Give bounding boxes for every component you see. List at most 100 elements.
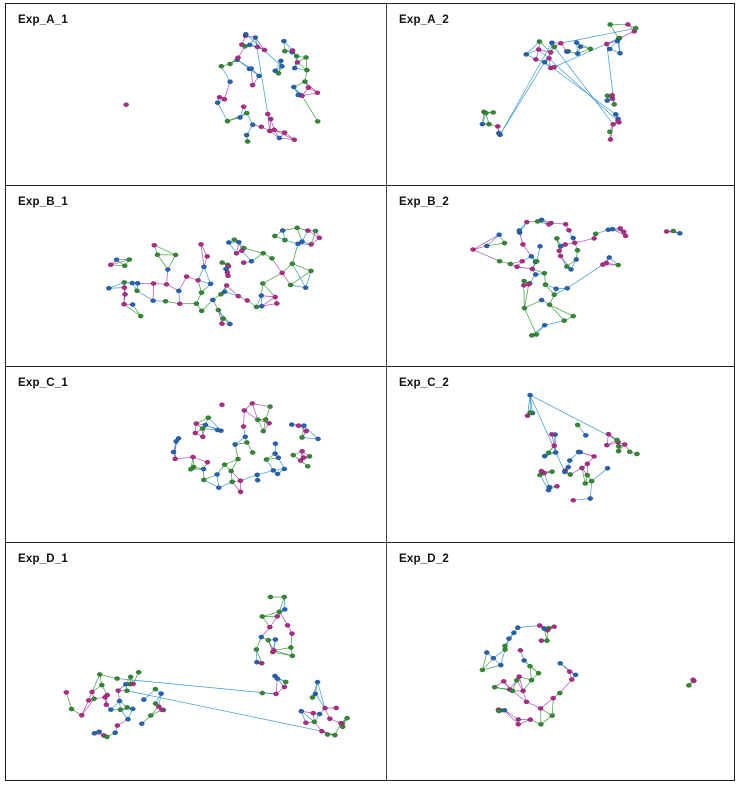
network-node — [263, 457, 270, 462]
network-node — [316, 711, 323, 717]
network-node — [612, 112, 619, 117]
network-node — [609, 93, 616, 98]
network-node — [574, 51, 581, 56]
network-node — [566, 228, 572, 233]
network-node — [210, 297, 216, 303]
network-node — [281, 594, 288, 600]
network-node — [611, 102, 618, 107]
network-node — [244, 298, 250, 303]
network-node — [551, 443, 558, 448]
network-node — [311, 719, 318, 725]
grid-divider — [6, 366, 734, 367]
network-node — [121, 280, 127, 285]
network-edge — [278, 611, 288, 626]
network-node — [554, 236, 560, 241]
network-node — [537, 706, 544, 711]
network-node — [134, 281, 141, 286]
network-node — [484, 650, 490, 655]
network-node — [249, 450, 256, 455]
network-node — [496, 131, 502, 136]
network-node — [305, 228, 311, 233]
network-node — [220, 316, 227, 321]
network-node — [121, 301, 127, 307]
network-node — [190, 454, 196, 460]
network-node — [281, 466, 288, 472]
network-node — [165, 267, 171, 272]
network-node — [252, 35, 259, 40]
panel-label: Exp_A_2 — [399, 14, 449, 26]
network-node — [546, 302, 553, 307]
network-edge — [65, 692, 72, 710]
network-edge — [538, 49, 619, 122]
network-node — [198, 242, 204, 247]
network-edge — [301, 95, 318, 122]
network-node — [223, 283, 230, 288]
network-node — [541, 322, 548, 328]
network-node — [501, 708, 508, 713]
network-edge — [81, 700, 89, 716]
network-node — [260, 428, 267, 434]
network-node — [289, 653, 296, 659]
network-node — [272, 637, 279, 642]
network-edge — [291, 243, 299, 264]
network-edge — [544, 61, 616, 115]
network-edge — [560, 663, 576, 676]
network-node — [254, 472, 260, 478]
network-node — [314, 119, 321, 124]
network-edge — [234, 444, 239, 460]
network-node — [248, 66, 255, 71]
network-node — [491, 684, 498, 690]
network-graph — [106, 225, 323, 327]
network-node — [219, 321, 225, 326]
network-node — [267, 404, 273, 409]
network-node — [214, 472, 220, 477]
network-edge — [529, 394, 618, 441]
network-node — [272, 294, 278, 300]
network-node — [295, 241, 301, 247]
network-node — [344, 715, 350, 721]
network-node — [533, 259, 540, 264]
network-node — [249, 82, 256, 88]
network-edge — [517, 625, 540, 628]
network-node — [266, 420, 272, 426]
network-node — [545, 487, 552, 493]
network-edge — [524, 299, 542, 309]
network-node — [606, 255, 613, 260]
network-edge — [123, 303, 141, 317]
network-node — [193, 301, 200, 306]
network-node — [614, 38, 621, 44]
network-node — [106, 285, 112, 291]
network-node — [533, 332, 540, 337]
network-node — [295, 92, 301, 98]
network-graph — [479, 623, 697, 727]
network-edge — [221, 66, 231, 82]
network-node — [551, 624, 557, 629]
network-node — [78, 713, 85, 718]
network-node — [172, 252, 179, 258]
network-node — [134, 288, 140, 293]
network-node — [558, 40, 564, 46]
network-node — [261, 47, 268, 53]
network-node — [319, 728, 325, 734]
network-node — [258, 293, 265, 298]
network-node — [284, 623, 291, 628]
network-node — [150, 281, 157, 286]
network-node — [173, 439, 179, 444]
panel-exp-a-2: Exp_A_2 — [387, 4, 736, 186]
network-node — [108, 262, 114, 268]
network-node — [226, 240, 232, 245]
network-node — [269, 256, 275, 261]
network-node — [507, 261, 514, 267]
network-node — [108, 707, 114, 712]
network-node — [663, 229, 670, 234]
network-edge — [99, 674, 118, 679]
network-node — [312, 691, 319, 697]
network-node — [282, 607, 288, 612]
network-node — [176, 288, 182, 294]
network-node — [604, 98, 610, 103]
network-node — [224, 270, 231, 275]
network-node — [537, 472, 543, 478]
network-node — [615, 118, 621, 124]
network-edge — [609, 24, 619, 39]
network-node — [303, 720, 309, 725]
